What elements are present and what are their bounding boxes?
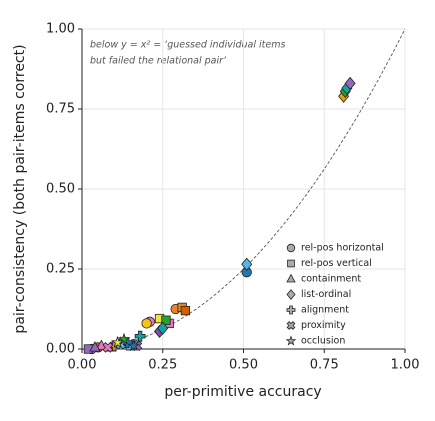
x-tick-label: 0.00 [68,358,97,373]
legend-marker [286,273,296,283]
point [102,342,114,353]
legend-marker [287,259,295,268]
point [134,330,146,342]
x-axis-label: per-primitive accuracy [164,384,321,400]
legend-marker [286,305,296,315]
y-tick-label: 0.50 [46,182,75,197]
y-tick-label: 0.75 [46,102,75,117]
point [241,257,253,271]
x-tick-label: 0.50 [229,358,258,373]
point [344,76,356,91]
legend-marker [286,243,296,253]
annotation: but failed the relational pair’ [90,56,227,67]
y-tick-label: 0.00 [46,342,75,357]
point [89,341,101,352]
legend-label: occlusion [301,336,345,347]
point [111,335,124,348]
point [141,318,152,329]
x-tick-label: 0.25 [148,358,177,373]
legend-marker [286,321,296,330]
point [180,305,191,316]
point [117,332,131,345]
point [157,321,169,335]
legend-label: alignment [301,305,349,316]
legend-label: proximity [301,320,346,331]
legend-marker [286,289,296,300]
plot: 0.00 0.25 0.50 0.75 1.00 0.00 0.25 0.50 0.75 1.00… [46,22,419,373]
point [161,315,171,325]
legend-label: rel-pos vertical [301,258,372,269]
y-axis-label: pair-consistency (both pair-items correc… [12,44,28,333]
legend-label: rel-pos horizontal [301,243,384,254]
legend-label: list-ordinal [301,289,351,300]
legend-marker [285,335,297,346]
x-tick-label: 1.00 [391,358,420,373]
legend-label: containment [301,274,361,285]
annotation: below y = x² = ‘guessed individual items [90,40,285,51]
x-tick-label: 0.75 [310,358,339,373]
y-tick-label: 0.25 [46,262,75,277]
y-tick-label: 1.00 [46,22,75,37]
point [127,339,141,352]
